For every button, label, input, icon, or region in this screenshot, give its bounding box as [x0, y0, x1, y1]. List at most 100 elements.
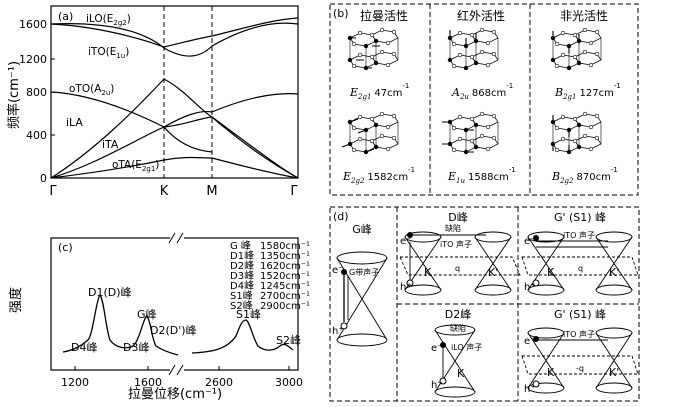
- xtick-3000: 3000: [275, 376, 303, 389]
- legend-d4: D4峰 1245cm⁻¹: [230, 280, 310, 292]
- lattice-e2g1: [347, 27, 399, 71]
- ila-branch: [50, 78, 299, 179]
- panel-d-label: (d): [333, 210, 349, 223]
- peak-d4: D4峰: [71, 341, 97, 354]
- g-hole: [340, 322, 348, 330]
- g-phonon-label: G带声子: [349, 267, 379, 277]
- label-ila: iLA: [66, 116, 83, 129]
- ytick-800: 800: [26, 86, 47, 99]
- d-k-label: K: [424, 266, 432, 279]
- gp2-h-label: h⁺: [524, 384, 536, 395]
- lattice-b2g1: [550, 27, 602, 71]
- xtick-gamma-2: Γ: [290, 184, 298, 199]
- ita-branch: [50, 116, 299, 179]
- d-e-label: e⁻: [400, 236, 411, 247]
- g-h-label: h⁺: [332, 326, 344, 337]
- panel-b-label: (b): [333, 7, 349, 20]
- label-ita: iTA: [102, 138, 119, 151]
- d-hole: [406, 279, 414, 287]
- title-g-prime-2: G' (S1) 峰: [554, 308, 606, 321]
- d2-defect-label: 缺陷: [450, 323, 466, 333]
- panel-a-label: (a): [58, 10, 73, 23]
- legend-s1: S1峰 2700cm⁻¹: [230, 290, 310, 302]
- peak-s1: S1峰: [236, 308, 261, 321]
- label-ito: iTO(E1u): [88, 46, 129, 60]
- legend-d2: D2峰 1620cm⁻¹: [230, 260, 310, 272]
- ytick-1600: 1600: [19, 18, 47, 31]
- d-kp-label: K': [488, 266, 498, 279]
- label-ilo: iLO(E2g2): [86, 13, 131, 27]
- d2-electron: [440, 342, 446, 348]
- ytick-0: 0: [40, 172, 47, 185]
- mode-a2u: A2u 868cm-1: [451, 82, 513, 101]
- mode-e1u: E1u 1588cm-1: [447, 166, 516, 185]
- d-electron: [407, 232, 413, 238]
- panel-a-yticks: 0 400 800 1200 1600: [19, 18, 55, 185]
- gp2-mq-label: -q: [576, 364, 584, 373]
- title-g-band: G峰: [352, 223, 372, 236]
- d2-hole: [439, 377, 447, 385]
- panel-c-label: (c): [58, 241, 73, 254]
- mode-e2g1: E2g1 47cm-1: [349, 82, 409, 101]
- spectrum-second-order: [191, 319, 294, 354]
- header-optically-inactive: 非光活性: [560, 9, 608, 23]
- xtick-1600: 1600: [134, 376, 162, 389]
- d-defect-label: 缺陷: [445, 223, 461, 233]
- mode-b2g1: B2g1 127cm-1: [554, 82, 621, 101]
- legend-d1: D1峰 1350cm⁻¹: [230, 250, 310, 262]
- panel-b-frame: [329, 3, 639, 196]
- spectrum-first-order: [62, 293, 179, 356]
- lattice-b2g2: [550, 111, 602, 155]
- d-q-label: q: [455, 264, 460, 273]
- title-d-band: D峰: [448, 211, 467, 224]
- ota-upper: [163, 126, 213, 153]
- gp1-h-label: h⁺: [524, 282, 536, 293]
- xtick-2600: 2600: [205, 376, 233, 389]
- legend-d3: D3峰 1520cm⁻¹: [230, 270, 310, 282]
- xtick-m: M: [206, 184, 217, 199]
- legend-g: G 峰 1580cm⁻¹: [230, 240, 310, 252]
- g-electron: [341, 269, 347, 275]
- d2-k-label: K: [457, 367, 465, 380]
- gp1-kp-label: K': [609, 266, 619, 279]
- title-g-prime-1: G' (S1) 峰: [554, 211, 606, 224]
- ytick-400: 400: [26, 129, 47, 142]
- panel-d-frame: [329, 206, 640, 402]
- panel-a-phonon-dispersion: (a) 频率(cm⁻¹) 0 400 800 1200 1600 Γ K M Γ: [6, 5, 299, 199]
- peak-position-legend: G 峰 1580cm⁻¹ D1峰 1350cm⁻¹ D2峰 1620cm⁻¹ D3峰 1…: [230, 240, 310, 312]
- gp1-hole: [532, 279, 540, 287]
- header-ir-active: 红外活性: [457, 8, 505, 23]
- label-oto: oTO(A2u): [69, 83, 114, 97]
- panel-a-ylabel: 频率(cm⁻¹): [6, 61, 22, 129]
- panel-c-xlabel: 拉曼位移(cm⁻¹): [128, 387, 222, 402]
- ito-branch: [50, 22, 299, 57]
- displacement-arrows: [341, 30, 580, 153]
- legend-s2: S2峰 2900cm⁻¹: [230, 300, 310, 312]
- d2-ilo-label: iLO 声子: [451, 342, 482, 352]
- lattice-e1u: [447, 111, 499, 155]
- d-h-label: h⁺: [400, 282, 412, 293]
- xtick-gamma-1: Γ: [49, 184, 57, 199]
- panel-c-ylabel: 强度: [8, 287, 24, 313]
- panel-b-vibration-modes: (b) 拉曼活性 红外活性 非光活性: [329, 3, 639, 196]
- xtick-1200: 1200: [61, 376, 89, 389]
- lattice-e2g2: [347, 111, 399, 155]
- gp1-k-label: K: [547, 266, 555, 279]
- gp2-electron: [533, 336, 539, 342]
- gp2-k-label: K: [547, 366, 555, 379]
- label-ota: oTA(E2g1): [112, 159, 159, 173]
- gp2-kp-label: K': [609, 366, 619, 379]
- xtick-k: K: [160, 184, 169, 199]
- d2-e-label: e⁻: [431, 343, 442, 354]
- gp2-ito-label: iTO 声子: [563, 329, 595, 339]
- peak-d3: D3峰: [123, 341, 149, 354]
- dispersion-curves: [50, 17, 299, 179]
- lattice-a2u: [447, 27, 499, 71]
- d2-h-label: h⁺: [431, 380, 443, 391]
- gp1-q-label: q: [578, 264, 583, 273]
- mode-e2g2: E2g2 1582cm-1: [342, 166, 415, 185]
- oto-branch: [50, 91, 299, 128]
- g-e-label: e⁻: [332, 265, 343, 276]
- d-band-cones: [399, 231, 521, 296]
- ytick-1200: 1200: [19, 53, 47, 66]
